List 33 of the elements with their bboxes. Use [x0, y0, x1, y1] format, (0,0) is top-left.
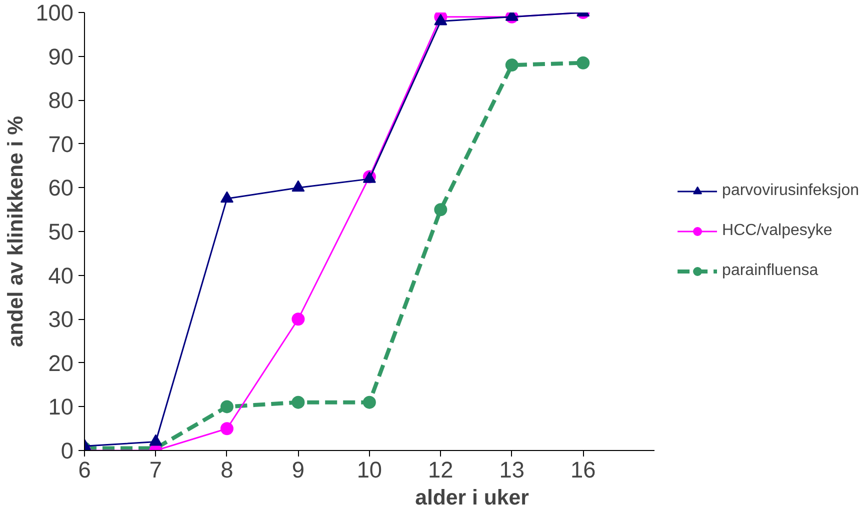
y-tick-label: 50	[48, 218, 74, 244]
legend-label: HCC/valpesyke	[722, 222, 832, 240]
y-axis-title: andel av klinikkene i %	[4, 116, 28, 348]
y-tick-label: 40	[48, 262, 74, 288]
x-tick-label: 13	[499, 456, 524, 482]
point	[292, 312, 305, 326]
point	[149, 434, 162, 446]
point	[434, 203, 448, 216]
y-tick-label: 100	[36, 0, 74, 26]
point	[292, 396, 305, 409]
y-tick-label: 20	[48, 350, 74, 376]
point	[362, 396, 376, 409]
legend-label: parainfluensa	[722, 262, 818, 280]
y-tick-label: 90	[48, 43, 74, 70]
y-tick-label: 0	[60, 438, 74, 464]
x-tick-label: 9	[292, 456, 305, 482]
y-tick-label: 70	[48, 130, 74, 157]
point	[505, 58, 518, 72]
y-tick-label: 60	[48, 174, 74, 201]
y-tick-label: 10	[48, 394, 74, 420]
point	[220, 400, 234, 414]
x-tick-label: 7	[149, 456, 162, 482]
legend-label: parvovirusinfeksjon	[722, 182, 859, 200]
x-tick-label: 16	[570, 456, 596, 482]
x-tick-label: 8	[220, 456, 234, 482]
x-axis-title: alder i uker	[415, 486, 529, 510]
point	[576, 56, 590, 70]
y-tick-label: 80	[48, 87, 74, 114]
x-tick-label: 6	[78, 456, 91, 482]
x-tick-label: 10	[356, 456, 382, 482]
x-tick-label: 12	[428, 456, 454, 482]
point	[220, 422, 234, 436]
y-tick-label: 30	[48, 306, 74, 332]
